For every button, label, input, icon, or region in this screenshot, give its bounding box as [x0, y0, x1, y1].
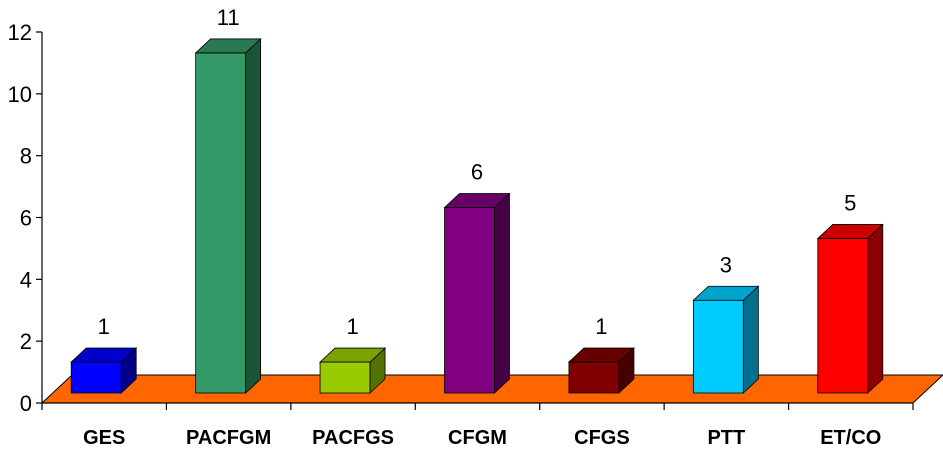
bar-cfgs	[567, 347, 635, 394]
x-tick-label: PACFGS	[312, 427, 394, 449]
bar-et-co	[816, 223, 884, 394]
y-tick-label: 2	[20, 329, 32, 354]
data-label: 6	[471, 160, 483, 185]
bar-front	[817, 238, 869, 394]
bar-side	[494, 192, 510, 394]
bar-side	[245, 37, 262, 394]
y-tick-label: 10	[8, 82, 32, 107]
bar-ges	[70, 347, 138, 394]
data-label: 11	[217, 5, 240, 30]
bar-top	[70, 347, 138, 363]
bar-front	[70, 361, 122, 394]
y-tick-label: 6	[20, 206, 32, 231]
x-tick-label: GES	[83, 427, 125, 449]
bar-front	[444, 207, 495, 394]
x-tick-label: ET/CO	[820, 427, 881, 449]
bar-ptt	[692, 285, 760, 394]
bar-pacfgs	[319, 347, 387, 394]
bar-top	[443, 193, 511, 208]
bar-front	[568, 361, 620, 394]
bar-top	[816, 224, 884, 239]
data-label: 1	[98, 314, 110, 339]
bar-front	[319, 361, 371, 394]
y-tick-label: 8	[20, 144, 32, 169]
x-tick-label: CFGS	[574, 427, 630, 449]
bar-top	[194, 38, 262, 54]
bar-side	[867, 223, 884, 394]
bar-top	[567, 347, 635, 363]
bar-front	[692, 299, 744, 394]
bar-pacfgm	[194, 37, 262, 394]
x-tick-label: PTT	[707, 427, 745, 449]
bar-top	[319, 347, 387, 363]
bar-top	[692, 285, 760, 301]
bar-side	[742, 285, 759, 394]
bar-front	[195, 52, 247, 394]
data-label: 1	[346, 314, 358, 339]
data-label: 1	[595, 314, 607, 339]
x-tick-label: CFGM	[448, 427, 507, 449]
data-label: 3	[720, 252, 732, 277]
y-tick-label: 0	[20, 391, 32, 416]
x-tick-label: PACFGM	[186, 427, 271, 449]
bar-cfgm	[443, 192, 511, 394]
y-tick-label: 12	[8, 20, 32, 45]
data-label: 5	[844, 190, 856, 215]
y-tick-label: 4	[20, 267, 32, 292]
